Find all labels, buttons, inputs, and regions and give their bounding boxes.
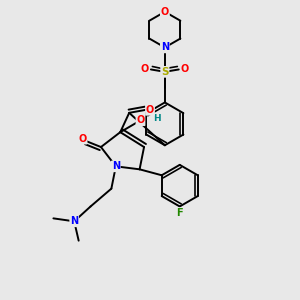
Text: N: N xyxy=(161,43,169,52)
Text: N: N xyxy=(70,216,78,226)
Text: N: N xyxy=(112,161,120,171)
Text: S: S xyxy=(161,67,169,77)
Text: O: O xyxy=(141,64,149,74)
Text: O: O xyxy=(136,115,145,125)
Text: H: H xyxy=(153,114,160,123)
Text: O: O xyxy=(146,105,154,115)
Text: O: O xyxy=(78,134,87,144)
Text: O: O xyxy=(181,64,189,74)
Text: F: F xyxy=(176,208,183,218)
Text: O: O xyxy=(161,7,169,17)
